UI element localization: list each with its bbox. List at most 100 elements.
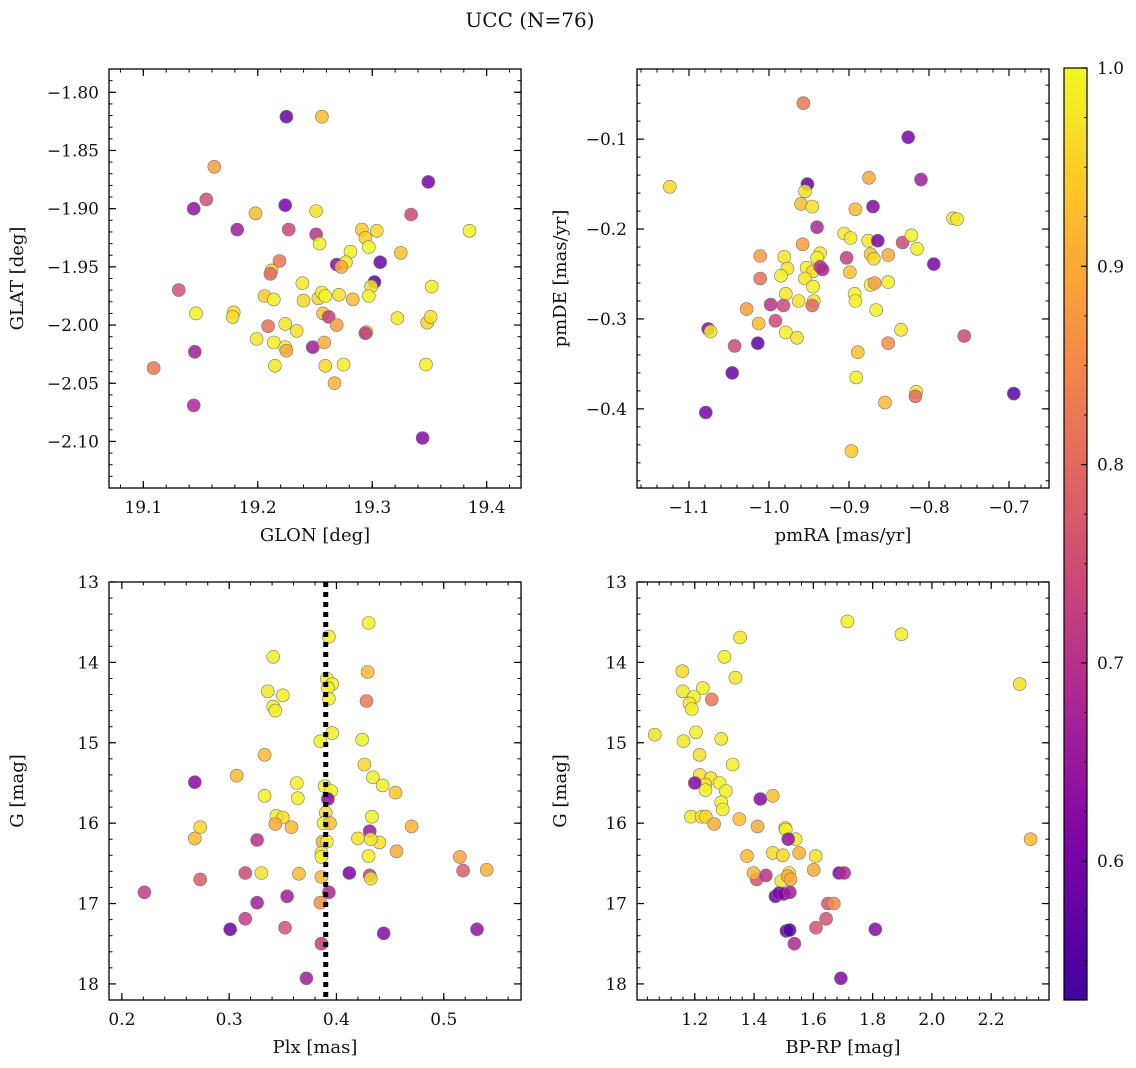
scatter-point [317,335,332,350]
y-tick-label: 13 [77,573,99,593]
y-tick-label: 17 [605,895,627,915]
scatter-point [725,757,740,772]
scatter-point [866,199,880,214]
scatter-point [837,866,852,880]
y-tick-label: −0.3 [586,310,627,330]
scatter-point [781,832,796,847]
scatter-point [389,844,404,859]
y-tick-label: 16 [77,814,99,834]
scatter-point [186,201,201,216]
scatter-point [777,250,792,264]
scatter-point [193,820,207,835]
scatter-point [188,775,202,790]
y-axis-label: pmDE [mas/yr] [550,210,571,348]
scatter-point [867,276,882,290]
scatter-point [778,325,793,340]
scatter-point [725,366,740,380]
scatter-point [834,971,848,986]
scatter-point [423,310,438,324]
scatter-point [257,788,272,803]
scatter-point [703,324,718,339]
scatter-point [249,332,264,346]
scatter-point [363,832,378,847]
scatter-point [248,206,263,221]
y-tick-label: 14 [605,653,627,673]
scatter-point [733,630,747,645]
x-tick-label: −1.0 [748,498,789,518]
scatter-point [826,896,841,911]
scatter-point [199,192,214,207]
colorbar-tick-label: 0.8 [1097,456,1124,476]
scatter-point [263,266,278,281]
scatter-point [676,684,690,699]
scatter-point [774,268,788,283]
scatter-point [329,318,344,332]
scatter-point [704,692,719,707]
scatter-point [279,343,294,358]
colorbar-tick-label: 0.9 [1097,257,1124,277]
scatter-point [794,197,808,211]
scatter-point [456,863,470,878]
scatter-point [914,172,928,187]
colorbar-tick-label: 0.7 [1097,654,1124,674]
scatter-point [849,370,864,385]
scatter-point [717,649,732,664]
scatter-point [327,376,342,391]
scatter-point [296,293,311,308]
scatter-point [207,160,222,174]
scatter-point [739,302,754,316]
scatter-point [894,322,908,337]
tick-marks [109,581,521,1001]
y-tick-label: −0.1 [586,130,627,150]
scatter-point [732,812,747,826]
scatter-point [266,292,281,307]
scatter-point [415,431,430,445]
plot-frame [108,68,522,489]
scatter-point [798,184,812,199]
scatter-point [842,265,857,280]
scatter-point [809,920,823,935]
scatter-point [675,664,690,679]
x-tick-label: −1.1 [668,498,709,518]
scatter-point [695,681,710,695]
scatter-point [881,336,896,351]
scatter-point [759,868,773,883]
scatter-point [357,757,372,772]
scatter-point [292,866,306,881]
scatter-point [281,222,296,237]
x-axis-label: Plx [mas] [273,1037,358,1058]
colorbar: 0.6 0.7 0.8 0.9 1.0 [1063,59,1124,1001]
scatter-point [359,694,374,708]
scatter-point [844,444,859,458]
scatter-point [250,833,264,847]
x-axis-label: GLON [deg] [260,525,370,546]
x-tick-label: 19.4 [468,498,506,518]
scatter-point [424,279,439,294]
scatter-point [806,279,820,294]
scatter-point [791,294,806,308]
scatter-point [315,109,329,124]
scatter-point [351,831,365,846]
y-tick-label: −1.85 [47,141,99,161]
scatter-point [250,895,264,910]
scatter-point [404,819,419,834]
scatter-point [1006,386,1021,401]
scatter-point [698,405,713,420]
x-tick-label: 1.8 [859,1010,886,1030]
y-axis-label: G [mag] [7,754,28,827]
scatter-point [318,289,333,303]
y-tick-label: −1.90 [47,200,99,220]
scatter-point [862,171,876,185]
scatter-point [926,257,941,271]
scatter-point [895,235,910,250]
scatter-point [870,233,885,248]
scatter-point [275,688,290,703]
scatter-point [375,778,390,793]
scatter-point [783,885,797,900]
scatter-point [728,670,743,685]
scatter-point [778,286,793,301]
scatter-point [676,734,691,749]
scatter-point [230,222,244,237]
scatter-point [776,298,791,313]
y-tick-label: 13 [605,573,627,593]
